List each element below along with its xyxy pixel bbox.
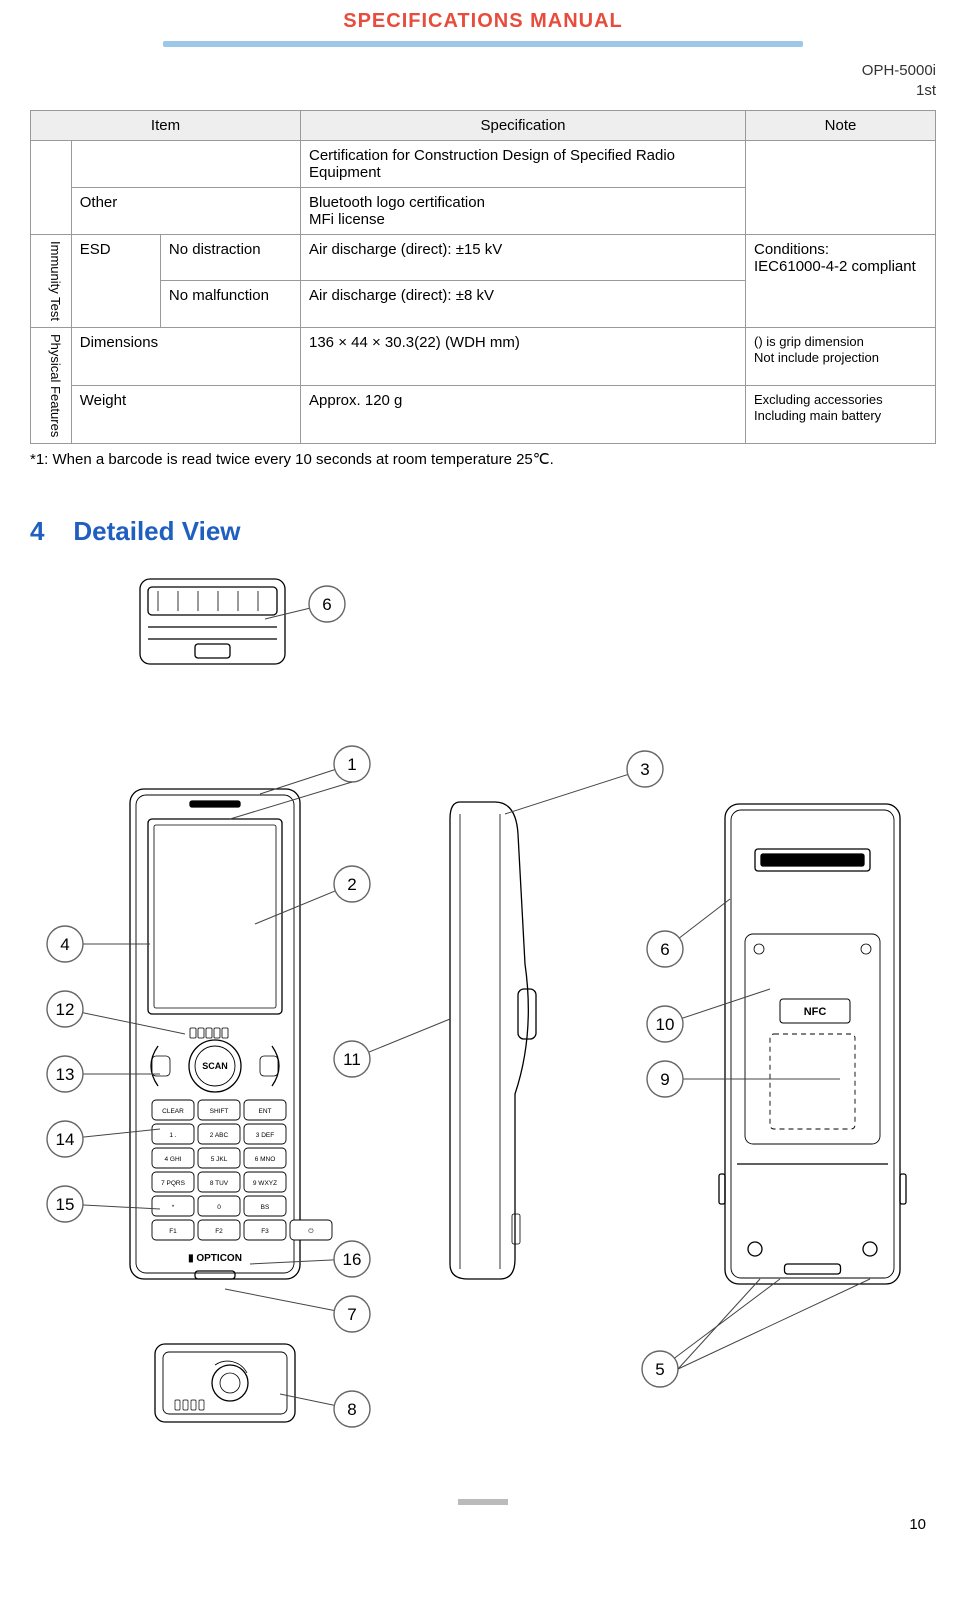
svg-text:12: 12: [56, 1000, 75, 1019]
cell-wt-label: Weight: [71, 386, 300, 444]
cell-immunity-group: Immunity Test: [31, 235, 72, 328]
cell-blank-item: [71, 141, 300, 188]
svg-text:▮ OPTICON: ▮ OPTICON: [188, 1253, 242, 1264]
table-row: Weight Approx. 120 g Excluding accessori…: [31, 386, 936, 444]
svg-text:6: 6: [322, 595, 331, 614]
svg-text:NFC: NFC: [804, 1006, 827, 1018]
svg-text:4 GHI: 4 GHI: [165, 1156, 182, 1163]
svg-text:6: 6: [660, 940, 669, 959]
svg-text:2 ABC: 2 ABC: [210, 1132, 229, 1139]
svg-text:BS: BS: [261, 1204, 270, 1211]
th-item: Item: [31, 111, 301, 141]
cell-dim-note: () is grip dimension Not include project…: [746, 327, 936, 385]
detailed-view-diagram: SCAN CLEAR SHIFT ENT 1 . 2 ABC 3 DEF 4 GHI 5 JKL…: [30, 569, 936, 1469]
cell-dim-spec: 136 × 44 × 30.3(22) (WDH mm): [301, 327, 746, 385]
imm-note-2: IEC61000-4-2 compliant: [754, 258, 916, 275]
footnote: *1: When a barcode is read twice every 1…: [30, 450, 936, 468]
cell-other-item: Other: [71, 188, 300, 235]
svg-text:11: 11: [343, 1050, 361, 1069]
manual-title: SPECIFICATIONS MANUAL: [30, 10, 936, 33]
svg-text:F1: F1: [169, 1228, 177, 1235]
svg-text:7: 7: [347, 1305, 356, 1324]
cell-cert-spec: Certification for Construction Design of…: [301, 141, 746, 188]
cell-nodistraction-spec: Air discharge (direct): ±15 kV: [301, 235, 746, 281]
cell-nodistraction: No distraction: [160, 235, 300, 281]
svg-text:8 TUV: 8 TUV: [210, 1180, 229, 1187]
imm-note-1: Conditions:: [754, 241, 829, 258]
section-heading: 4 Detailed View: [30, 516, 936, 547]
table-row: Certification for Construction Design of…: [31, 141, 936, 188]
cell-esd: ESD: [71, 235, 160, 328]
header-model: OPH-5000i: [30, 61, 936, 81]
svg-text:7 PQRS: 7 PQRS: [161, 1180, 186, 1187]
svg-text:6 MNO: 6 MNO: [255, 1156, 276, 1163]
title-separator: [163, 41, 803, 47]
svg-text:9: 9: [660, 1070, 669, 1089]
svg-text:F3: F3: [261, 1228, 269, 1235]
th-spec: Specification: [301, 111, 746, 141]
dim-note-1: () is grip dimension: [754, 334, 864, 349]
cell-physical-group: Physical Features: [31, 327, 72, 443]
th-note: Note: [746, 111, 936, 141]
svg-text:0: 0: [217, 1204, 221, 1211]
footer-bar: [458, 1499, 508, 1505]
cell-nomalfunction-spec: Air discharge (direct): ±8 kV: [301, 281, 746, 327]
section-num: 4: [30, 516, 44, 546]
svg-text:4: 4: [60, 935, 69, 954]
wt-note-2: Including main battery: [754, 408, 881, 423]
table-header-row: Item Specification Note: [31, 111, 936, 141]
cell-wt-spec: Approx. 120 g: [301, 386, 746, 444]
section-title: Detailed View: [73, 516, 240, 546]
svg-text:SHIFT: SHIFT: [210, 1108, 229, 1115]
svg-text:⏻: ⏻: [308, 1228, 313, 1235]
cell-dim-label: Dimensions: [71, 327, 300, 385]
svg-text:5: 5: [655, 1360, 664, 1379]
svg-text:F2: F2: [215, 1228, 223, 1235]
cell-imm-note: Conditions: IEC61000-4-2 compliant: [746, 235, 936, 328]
table-row: Immunity Test ESD No distraction Air dis…: [31, 235, 936, 281]
table-row: Physical Features Dimensions 136 × 44 × …: [31, 327, 936, 385]
other-spec-line2: MFi license: [309, 211, 385, 228]
cell-other-spec: Bluetooth logo certification MFi license: [301, 188, 746, 235]
dim-note-2: Not include projection: [754, 350, 879, 365]
other-spec-line1: Bluetooth logo certification: [309, 194, 485, 211]
svg-text:5 JKL: 5 JKL: [211, 1156, 228, 1163]
svg-text:3: 3: [640, 760, 649, 779]
cell-cert-note: [746, 141, 936, 235]
svg-text:16: 16: [343, 1250, 362, 1269]
svg-text:8: 8: [347, 1400, 356, 1419]
header-model-block: OPH-5000i 1st: [30, 61, 936, 100]
spec-table: Item Specification Note Certification fo…: [30, 110, 936, 444]
cell-blank-group: [31, 141, 72, 235]
svg-text:3 DEF: 3 DEF: [256, 1132, 274, 1139]
svg-text:13: 13: [56, 1065, 75, 1084]
svg-text:1: 1: [347, 755, 356, 774]
header-revision: 1st: [30, 81, 936, 101]
svg-text:14: 14: [56, 1130, 75, 1149]
svg-text:15: 15: [56, 1195, 75, 1214]
page-number: 10: [909, 1516, 926, 1533]
svg-text:2: 2: [347, 875, 356, 894]
cell-wt-note: Excluding accessories Including main bat…: [746, 386, 936, 444]
svg-text:ENT: ENT: [259, 1108, 272, 1115]
cell-nomalfunction: No malfunction: [160, 281, 300, 327]
wt-note-1: Excluding accessories: [754, 392, 883, 407]
svg-text:CLEAR: CLEAR: [162, 1108, 184, 1115]
svg-text:1 .: 1 .: [169, 1132, 176, 1139]
svg-text:9 WXYZ: 9 WXYZ: [253, 1180, 277, 1187]
svg-text:10: 10: [656, 1015, 675, 1034]
svg-text:SCAN: SCAN: [202, 1061, 228, 1071]
